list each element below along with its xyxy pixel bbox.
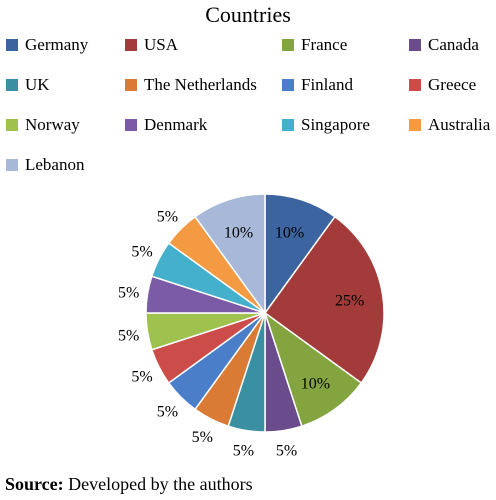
legend-swatch [409, 79, 421, 91]
pie-slice [263, 311, 363, 428]
data-label: 10% [224, 225, 253, 242]
data-label: 5% [192, 429, 213, 446]
legend-label: Australia [428, 115, 491, 134]
legend-label: UK [25, 75, 50, 94]
legend-item: Singapore [282, 114, 370, 136]
pie-slice [194, 193, 266, 316]
data-label: 25% [335, 293, 364, 310]
legend-swatch [282, 39, 294, 51]
source-note: Source: Developed by the authors [5, 474, 253, 495]
legend-swatch [6, 119, 18, 131]
chart-legend: Germany USA France Canada UK The Netherlands F… [0, 34, 496, 184]
legend-item: Denmark [125, 114, 207, 136]
legend-swatch [409, 39, 421, 51]
data-label: 5% [157, 208, 178, 225]
data-label: 5% [276, 442, 297, 459]
data-label: 10% [301, 375, 330, 392]
data-label: 5% [131, 369, 152, 386]
legend-swatch [282, 119, 294, 131]
legend-item: France [282, 34, 347, 56]
legend-label: Germany [25, 35, 89, 54]
legend-item: Canada [409, 34, 479, 56]
data-label: 10% [275, 225, 304, 242]
data-label: 5% [118, 284, 139, 301]
legend-label: The Netherlands [144, 75, 257, 94]
data-label: 5% [233, 442, 254, 459]
legend-swatch [282, 79, 294, 91]
legend-label: Greece [428, 75, 477, 94]
legend-item: The Netherlands [125, 74, 257, 96]
data-label: 5% [131, 243, 152, 260]
legend-swatch [6, 159, 18, 171]
pie-slice [263, 215, 385, 384]
legend-label: France [301, 35, 348, 54]
legend-label: Norway [25, 115, 80, 134]
data-label: 5% [157, 404, 178, 421]
legend-swatch [125, 39, 137, 51]
legend-item: Lebanon [6, 154, 84, 176]
legend-swatch [125, 119, 137, 131]
legend-label: Lebanon [25, 155, 85, 174]
legend-swatch [6, 79, 18, 91]
pie-slice [264, 193, 336, 316]
legend-item: Greece [409, 74, 476, 96]
legend-label: Canada [428, 35, 479, 54]
legend-item: Germany [6, 34, 88, 56]
data-label: 5% [118, 328, 139, 345]
legend-label: Finland [301, 75, 353, 94]
legend-label: Singapore [301, 115, 370, 134]
legend-item: USA [125, 34, 178, 56]
source-text: Developed by the authors [63, 474, 253, 494]
legend-label: USA [144, 35, 179, 54]
legend-item: Australia [409, 114, 490, 136]
source-label: Source: [5, 474, 64, 494]
legend-swatch [409, 119, 421, 131]
legend-label: Denmark [144, 115, 208, 134]
legend-swatch [6, 39, 18, 51]
legend-swatch [125, 79, 137, 91]
chart-title: Countries [205, 2, 291, 27]
legend-item: Norway [6, 114, 80, 136]
legend-item: UK [6, 74, 50, 96]
legend-item: Finland [282, 74, 353, 96]
